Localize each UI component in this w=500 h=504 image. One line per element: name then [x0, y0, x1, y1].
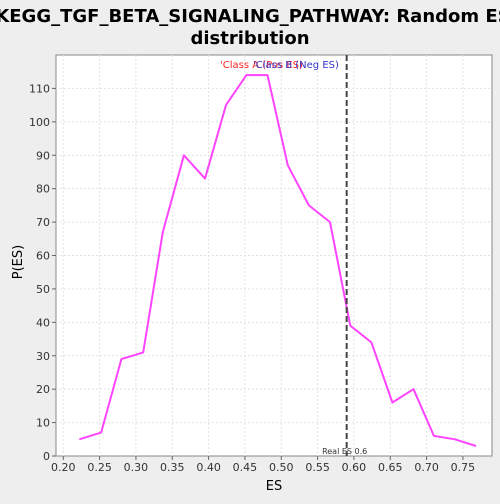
series-line	[79, 74, 477, 447]
x-tick-label: 0.65	[378, 461, 403, 474]
axes: 0 10 20 30 40 50 60 70 80 90 100 110 0.20 0.25 0.30 0.3…	[29, 82, 475, 474]
y-tick-label: 0	[43, 450, 50, 463]
legend-class-a: 'Class A (Pos ES)	[220, 60, 303, 71]
x-tick-label: 0.45	[233, 461, 258, 474]
x-tick-label: 0.75	[451, 461, 476, 474]
x-tick-label: 0.20	[51, 461, 76, 474]
y-tick-label: 10	[36, 417, 50, 430]
y-tick-label: 100	[29, 116, 50, 129]
x-tick-label: 0.25	[87, 461, 112, 474]
x-tick-label: 0.60	[342, 461, 367, 474]
real-es-label: Real ES 0.6	[322, 447, 367, 456]
chart-title-line2: distribution	[190, 28, 309, 49]
x-axis-title: ES	[266, 479, 282, 494]
chart-title-line1: KEGG_TGF_BETA_SIGNALING_PATHWAY: Random …	[0, 6, 500, 27]
y-tick-label: 30	[36, 350, 50, 363]
y-tick-label: 80	[36, 183, 50, 196]
x-tick-label: 0.30	[124, 461, 149, 474]
y-axis-title: P(ES)	[11, 245, 26, 279]
y-tick-label: 70	[36, 216, 50, 229]
grid-lines	[56, 55, 492, 456]
legend-class-b: 'Class B (Neg ES)	[253, 60, 339, 71]
series-layer	[79, 74, 477, 447]
y-tick-label: 20	[36, 383, 50, 396]
x-tick-label: 0.55	[305, 461, 330, 474]
y-tick-label: 50	[36, 283, 50, 296]
x-tick-label: 0.50	[269, 461, 294, 474]
y-tick-label: 110	[29, 82, 50, 95]
x-tick-label: 0.35	[160, 461, 185, 474]
x-tick-label: 0.70	[414, 461, 439, 474]
y-tick-label: 60	[36, 250, 50, 263]
y-tick-label: 40	[36, 316, 50, 329]
y-tick-label: 90	[36, 149, 50, 162]
x-tick-label: 0.40	[196, 461, 221, 474]
